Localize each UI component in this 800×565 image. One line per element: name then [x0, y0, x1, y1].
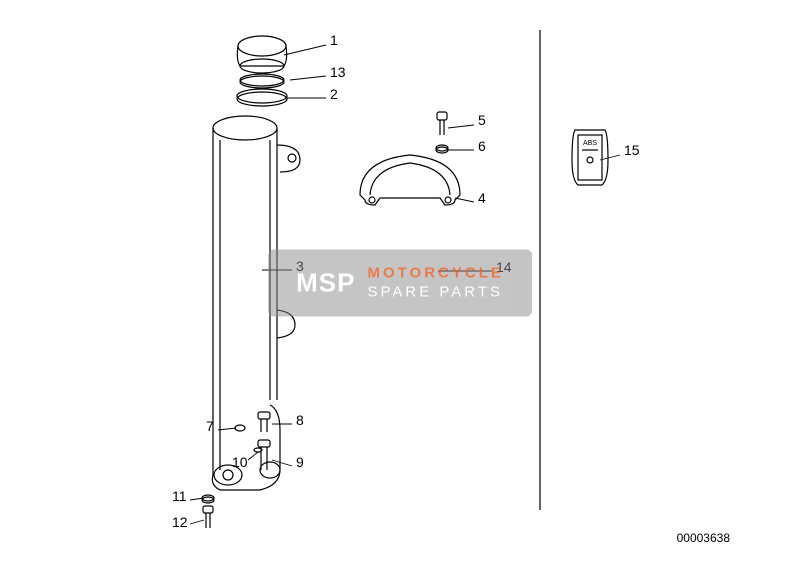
part-washer-6	[436, 145, 448, 153]
callout-9: 9	[296, 454, 304, 470]
callout-7: 7	[206, 418, 214, 434]
part-screw-9	[258, 440, 270, 470]
svg-text:ABS: ABS	[583, 140, 597, 147]
callout-11: 11	[172, 488, 187, 504]
callout-4: 4	[478, 190, 486, 206]
watermark-text: MOTORCYCLE SPARE PARTS	[367, 263, 503, 302]
diagram-area: ABS	[0, 0, 800, 565]
part-top-cap	[237, 36, 286, 73]
watermark-logo: MSP	[296, 267, 355, 298]
part-screw-12	[203, 506, 213, 528]
watermark-line1: MOTORCYCLE	[367, 263, 503, 283]
callout-2: 2	[330, 86, 338, 102]
part-label-15: ABS	[572, 130, 608, 185]
callout-12: 12	[172, 514, 188, 530]
part-screw-5	[437, 112, 447, 135]
callout-8: 8	[296, 412, 304, 428]
callout-15: 15	[624, 142, 640, 158]
watermark-line2: SPARE PARTS	[367, 283, 503, 303]
part-washer-11	[202, 495, 214, 503]
callout-6: 6	[478, 138, 486, 154]
callout-1: 1	[330, 32, 338, 48]
part-ring-13	[240, 74, 284, 88]
watermark: MSP MOTORCYCLE SPARE PARTS	[268, 249, 532, 316]
callout-5: 5	[478, 112, 486, 128]
part-bracket	[360, 155, 460, 205]
diagram-id: 00003638	[677, 531, 730, 545]
callout-13: 13	[330, 64, 346, 80]
part-ring-2	[237, 89, 287, 106]
part-screw-8	[258, 412, 270, 432]
part-washer-7	[235, 425, 245, 431]
callout-10: 10	[232, 454, 248, 470]
